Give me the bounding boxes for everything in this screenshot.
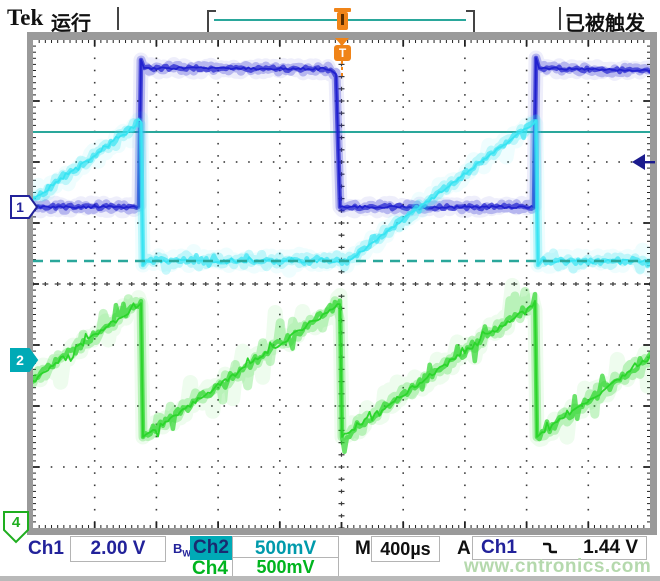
trigger-readout-box: Ch1 1.44 V (472, 536, 647, 560)
ch4-scale-value: 500mV (256, 557, 315, 577)
graticule-frame-left (27, 32, 33, 535)
bw-letter: B (173, 541, 183, 556)
trigger-mode-label: A (457, 538, 471, 559)
watermark: www.cntronics.com (464, 556, 652, 577)
ch1-scale-value: 2.00 V (90, 538, 146, 559)
topbar-separator-left (117, 7, 119, 30)
timebase-label: M (355, 538, 371, 559)
ch4-position-marker: 4 (3, 511, 29, 544)
ch4-scale-box: 500mV (232, 557, 339, 578)
trigger-level-value: 1.44 V (583, 537, 638, 558)
graticule-frame-top (27, 32, 657, 40)
bw-sub-letter: W (182, 548, 191, 559)
ch1-scale-box: 2.00 V (70, 536, 166, 562)
graticule-frame-right (650, 32, 657, 535)
trigger-point-arrow-icon (335, 38, 349, 46)
trigger-point-flag-icon: T (334, 45, 351, 61)
graticule-frame-bottom (27, 528, 657, 535)
ch4-readout-label: Ch4 (192, 558, 228, 579)
timebase-box: 400µs (371, 536, 440, 562)
bottom-edge-strip (0, 576, 660, 581)
trigger-position-pin-slot (341, 14, 344, 25)
ch2-selected-chip: Ch2 (190, 536, 232, 560)
tek-logo: Tek (7, 5, 44, 30)
ch2-scale-value: 500mV (254, 538, 317, 559)
timebase-value: 400µs (380, 538, 431, 559)
svg-text:1: 1 (16, 199, 24, 215)
svg-text:2: 2 (16, 352, 24, 368)
falling-edge-icon (542, 542, 557, 554)
record-view-right-bracket (466, 10, 475, 34)
ch1-position-marker: 1 (10, 195, 39, 219)
bandwidth-limit-icon: BW (173, 541, 191, 559)
ch1-readout-label: Ch1 (28, 538, 64, 559)
svg-text:4: 4 (12, 514, 21, 531)
trigger-status: 已被触发 (565, 13, 645, 35)
trigger-source: Ch1 (481, 537, 517, 558)
waveform-canvas (25, 38, 658, 530)
trigger-position-pin-icon (334, 8, 351, 12)
ch2-readout-label: Ch2 (193, 537, 229, 558)
trigger-level-arrow-icon (632, 154, 655, 170)
topbar-separator-right (559, 7, 561, 30)
acquisition-status: 运行 (51, 13, 91, 35)
waveform-display (25, 38, 658, 530)
ch2-position-marker: 2 (10, 348, 39, 372)
record-view-left-bracket (207, 10, 216, 34)
